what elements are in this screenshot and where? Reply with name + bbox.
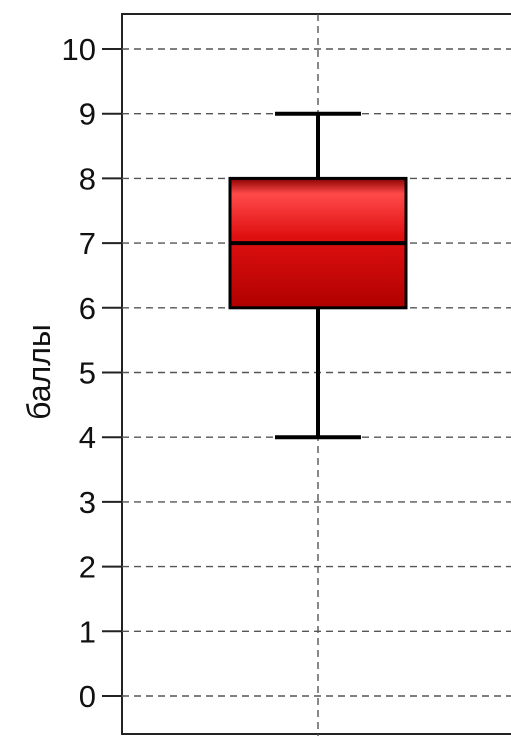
box-plot (228, 111, 408, 440)
y-tick-label: 4 (79, 420, 96, 455)
y-tick-label: 2 (79, 550, 96, 585)
y-tick-label: 0 (79, 679, 96, 714)
y-tick-label: 3 (79, 485, 96, 520)
y-tick-label: 1 (79, 614, 96, 649)
y-tick-label: 8 (79, 161, 96, 196)
y-axis-label: баллы (21, 324, 57, 420)
y-tick-label: 7 (79, 226, 96, 261)
y-axis-ticks (102, 48, 122, 697)
y-tick-label: 6 (79, 291, 96, 326)
y-axis-tick-labels: 0 1 2 3 4 5 6 7 8 9 10 (62, 32, 96, 714)
plot-frame (121, 13, 511, 735)
y-tick-label: 10 (62, 32, 96, 67)
y-tick-label: 9 (79, 97, 96, 132)
y-tick-label: 5 (79, 356, 96, 391)
